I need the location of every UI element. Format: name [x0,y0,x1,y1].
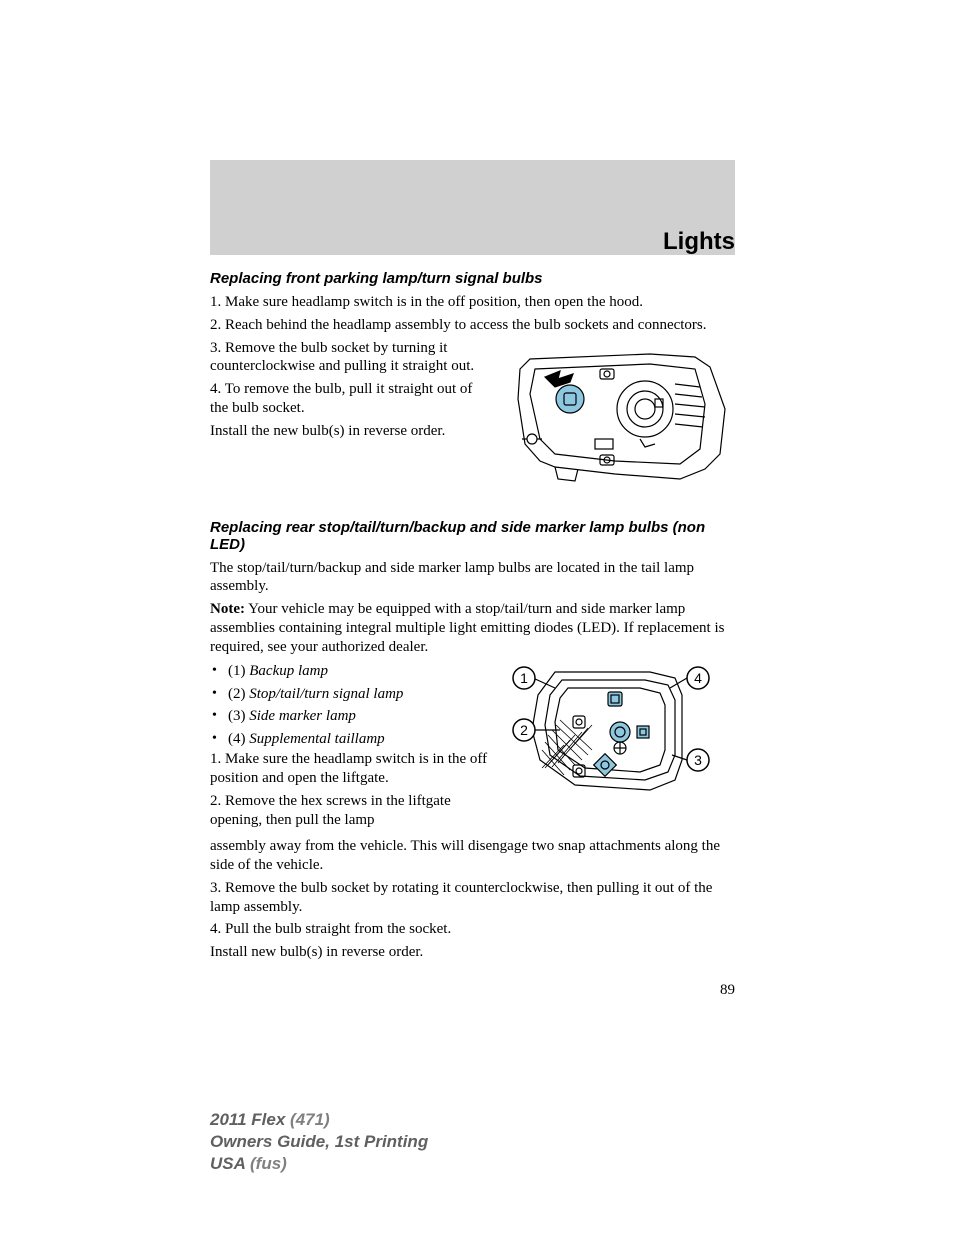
bulb-list: (1) Backup lamp (2) Stop/tail/turn signa… [210,660,490,750]
svg-text:1: 1 [520,670,528,686]
footer-line1: 2011 Flex (471) [210,1109,428,1131]
section2-heading: Replacing rear stop/tail/turn/backup and… [210,519,735,553]
svg-text:2: 2 [520,722,528,738]
bullet-label: Backup lamp [249,663,328,679]
section2-intro: The stop/tail/turn/backup and side marke… [210,559,735,597]
footer-code: (471) [290,1110,330,1129]
footer-suffix: (fus) [250,1154,287,1173]
section1-step2: 2. Reach behind the headlamp assembly to… [210,316,735,335]
note-text: Your vehicle may be equipped with a stop… [210,601,724,655]
footer-line2: Owners Guide, 1st Printing [210,1131,428,1153]
note-label: Note: [210,601,245,617]
section2-list-row: (1) Backup lamp (2) Stop/tail/turn signa… [210,660,735,833]
svg-text:3: 3 [694,752,702,768]
headlamp-diagram [500,339,735,494]
bullet-label: Stop/tail/turn signal lamp [249,686,403,702]
section1-heading: Replacing front parking lamp/turn signal… [210,270,735,287]
section1-step4: 4. To remove the bulb, pull it straight … [210,380,490,418]
section1-install: Install the new bulb(s) in reverse order… [210,422,490,441]
footer-model: 2011 Flex [210,1110,290,1129]
bullet-num: (4) [228,731,249,747]
footer: 2011 Flex (471) Owners Guide, 1st Printi… [210,1109,428,1175]
section2-diagram-col: 1 2 3 4 [500,660,735,833]
bullet-label: Side marker lamp [249,708,356,724]
list-item: (4) Supplemental taillamp [210,728,490,751]
section2-text-col: (1) Backup lamp (2) Stop/tail/turn signa… [210,660,490,833]
section1-text-col: 3. Remove the bulb socket by turning it … [210,339,490,499]
footer-line3: USA (fus) [210,1153,428,1175]
section1-diagram-col [500,339,735,499]
section2-step1: 1. Make sure the headlamp switch is in t… [210,750,490,788]
section2-step2b: assembly away from the vehicle. This wil… [210,837,735,875]
bullet-num: (1) [228,663,249,679]
section2-note: Note: Your vehicle may be equipped with … [210,600,735,656]
section1-step3: 3. Remove the bulb socket by turning it … [210,339,490,377]
list-item: (1) Backup lamp [210,660,490,683]
bullet-num: (2) [228,686,249,702]
bullet-label: Supplemental taillamp [249,731,384,747]
section2-step2a: 2. Remove the hex screws in the liftgate… [210,792,490,830]
section2-install: Install new bulb(s) in reverse order. [210,943,735,962]
content-area: Replacing front parking lamp/turn signal… [210,270,735,999]
footer-region: USA [210,1154,250,1173]
page-number: 89 [210,982,735,999]
section2-step3: 3. Remove the bulb socket by rotating it… [210,879,735,917]
list-item: (2) Stop/tail/turn signal lamp [210,683,490,706]
section1-step1: 1. Make sure headlamp switch is in the o… [210,293,735,312]
svg-text:4: 4 [694,670,702,686]
section2-step4: 4. Pull the bulb straight from the socke… [210,920,735,939]
section-title: Lights [663,228,735,256]
taillamp-diagram: 1 2 3 4 [500,660,720,810]
header-gray-bar [210,160,735,255]
list-item: (3) Side marker lamp [210,705,490,728]
section1-step3-row: 3. Remove the bulb socket by turning it … [210,339,735,499]
bullet-num: (3) [228,708,249,724]
